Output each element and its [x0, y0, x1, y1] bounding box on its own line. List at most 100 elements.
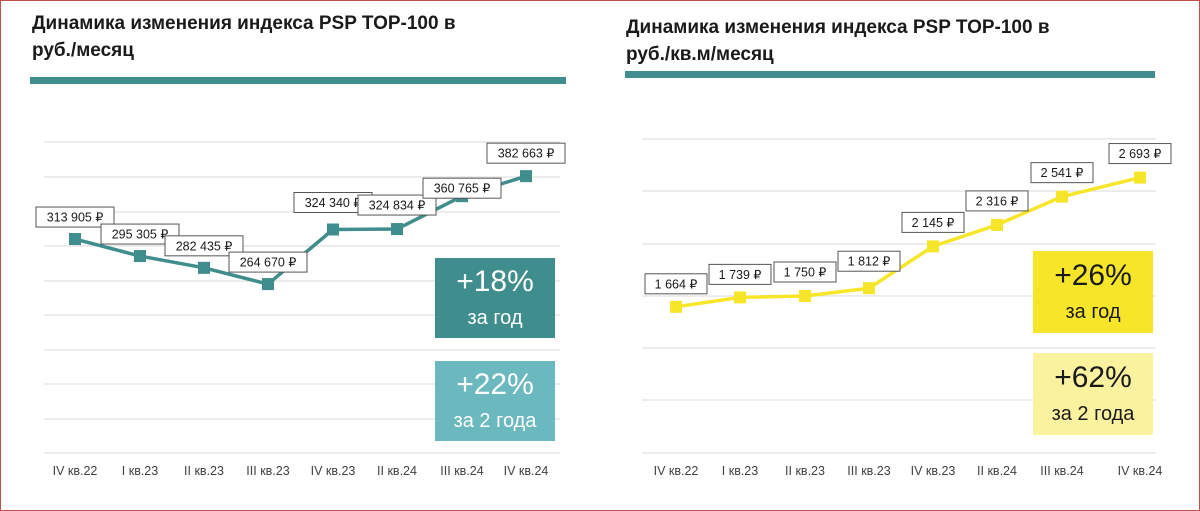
data-label-box — [773, 261, 837, 283]
data-label: 282 435 ₽ — [164, 235, 244, 257]
growth-badge-year-left: +18% за год — [435, 258, 555, 338]
data-label-text: 313 905 ₽ — [47, 211, 104, 225]
data-point — [134, 250, 146, 263]
series-line — [675, 175, 1141, 309]
line-chart-right: 1 664 ₽ 1 739 ₽ 1 750 ₽ 1 812 ₽ 2 145 ₽ 2 316… — [642, 138, 1172, 478]
data-label-text: 360 765 ₽ — [434, 182, 491, 196]
chart-title-right-line2: руб./кв.м/месяц — [626, 44, 774, 65]
data-label: 1 812 ₽ — [837, 250, 901, 272]
title-rule-right — [625, 71, 1155, 78]
data-point — [520, 170, 532, 183]
data-label-text: 1 750 ₽ — [784, 266, 827, 280]
x-tick-label: IV кв.22 — [654, 464, 699, 478]
data-label: 264 670 ₽ — [228, 251, 308, 273]
data-label-text: 324 340 ₽ — [305, 196, 362, 210]
data-label-text: 295 305 ₽ — [112, 228, 169, 242]
data-label: 360 765 ₽ — [422, 177, 502, 199]
x-tick-label: IV кв.24 — [1118, 464, 1163, 478]
x-tick-label: I кв.23 — [122, 464, 158, 478]
x-tick-label: IV кв.23 — [911, 464, 956, 478]
data-label-text: 324 834 ₽ — [369, 199, 426, 213]
x-tick-label: IV кв.22 — [53, 464, 98, 478]
data-label-box — [901, 211, 965, 233]
data-point — [198, 261, 210, 274]
data-label-box — [486, 142, 566, 164]
data-point — [1134, 171, 1146, 184]
data-label-text: 264 670 ₽ — [240, 256, 297, 270]
data-point — [991, 218, 1003, 231]
data-label-box — [1030, 162, 1094, 184]
data-label-text: 1 739 ₽ — [719, 268, 762, 282]
data-point — [327, 223, 339, 236]
data-point — [799, 290, 811, 302]
data-label-box — [422, 177, 502, 199]
chart-title-left-line2: руб./месяц — [32, 40, 134, 61]
data-label-box — [35, 206, 115, 228]
growth-badge-period: за год — [1065, 301, 1121, 323]
data-label-box — [708, 263, 772, 285]
data-point — [670, 300, 682, 313]
x-tick-label: III кв.23 — [246, 464, 289, 478]
data-label-box — [1108, 143, 1172, 165]
data-label-box — [357, 194, 437, 216]
chart-title-left: Динамика изменения индекса PSP TOP-100 в… — [32, 10, 456, 64]
data-label-box — [837, 250, 901, 272]
x-tick-label: II кв.24 — [377, 464, 417, 478]
chart-title-right: Динамика изменения индекса PSP TOP-100 в… — [626, 14, 1050, 68]
data-label: 324 340 ₽ — [293, 192, 373, 214]
x-tick-label: III кв.24 — [1040, 464, 1083, 478]
x-tick-label: IV кв.24 — [504, 464, 549, 478]
data-label: 324 834 ₽ — [357, 194, 437, 216]
chart-title-right-line1: Динамика изменения индекса PSP TOP-100 в — [626, 17, 1050, 38]
data-label-box — [228, 251, 308, 273]
data-label: 382 663 ₽ — [486, 142, 566, 164]
growth-badge-2years-right: +62% за 2 года — [1033, 353, 1153, 435]
x-tick-label: III кв.24 — [440, 464, 483, 478]
growth-badge-pct: +22% — [456, 368, 534, 401]
data-point — [391, 223, 403, 236]
data-label: 295 305 ₽ — [100, 223, 180, 245]
data-point — [69, 233, 81, 246]
data-label-text: 282 435 ₽ — [176, 239, 233, 253]
growth-badge-pct: +26% — [1054, 259, 1132, 292]
data-label-text: 2 693 ₽ — [1119, 147, 1162, 161]
x-tick-label: II кв.24 — [977, 464, 1017, 478]
data-label-box — [644, 273, 708, 295]
title-rule-left — [30, 77, 566, 84]
data-point — [262, 278, 274, 291]
data-label: 313 905 ₽ — [35, 206, 115, 228]
data-label-text: 382 663 ₽ — [498, 147, 555, 161]
data-label: 1 750 ₽ — [773, 261, 837, 283]
x-tick-label: III кв.23 — [847, 464, 890, 478]
growth-badge-2years-left: +22% за 2 года — [435, 361, 555, 441]
x-tick-label: II кв.23 — [184, 464, 224, 478]
data-label-box — [100, 223, 180, 245]
data-label-text: 2 145 ₽ — [912, 216, 955, 230]
growth-badge-year-right: +26% за год — [1033, 251, 1153, 333]
data-label: 2 541 ₽ — [1030, 162, 1094, 184]
growth-badge-period: за год — [467, 307, 523, 329]
growth-badge-period: за 2 года — [1051, 403, 1135, 425]
data-label: 2 316 ₽ — [965, 190, 1029, 212]
data-label: 1 664 ₽ — [644, 273, 708, 295]
data-label-text: 1 664 ₽ — [655, 277, 698, 291]
x-tick-label: II кв.23 — [785, 464, 825, 478]
data-label: 1 739 ₽ — [708, 263, 772, 285]
x-tick-label: I кв.23 — [722, 464, 758, 478]
data-point — [863, 282, 875, 295]
data-label-text: 1 812 ₽ — [848, 255, 891, 269]
chart-title-left-line1: Динамика изменения индекса PSP TOP-100 в — [32, 13, 456, 34]
data-label-text: 2 316 ₽ — [976, 194, 1019, 208]
data-label: 2 145 ₽ — [901, 211, 965, 233]
data-label-text: 2 541 ₽ — [1041, 166, 1084, 180]
growth-badge-period: за 2 года — [453, 410, 537, 432]
data-point — [734, 291, 746, 304]
growth-badge-pct: +18% — [456, 265, 534, 298]
growth-badge-pct: +62% — [1054, 361, 1132, 394]
data-label-box — [164, 235, 244, 257]
data-label: 2 693 ₽ — [1108, 143, 1172, 165]
data-label-box — [965, 190, 1029, 212]
data-point — [927, 240, 939, 253]
data-point — [1056, 190, 1068, 203]
x-tick-label: IV кв.23 — [311, 464, 356, 478]
